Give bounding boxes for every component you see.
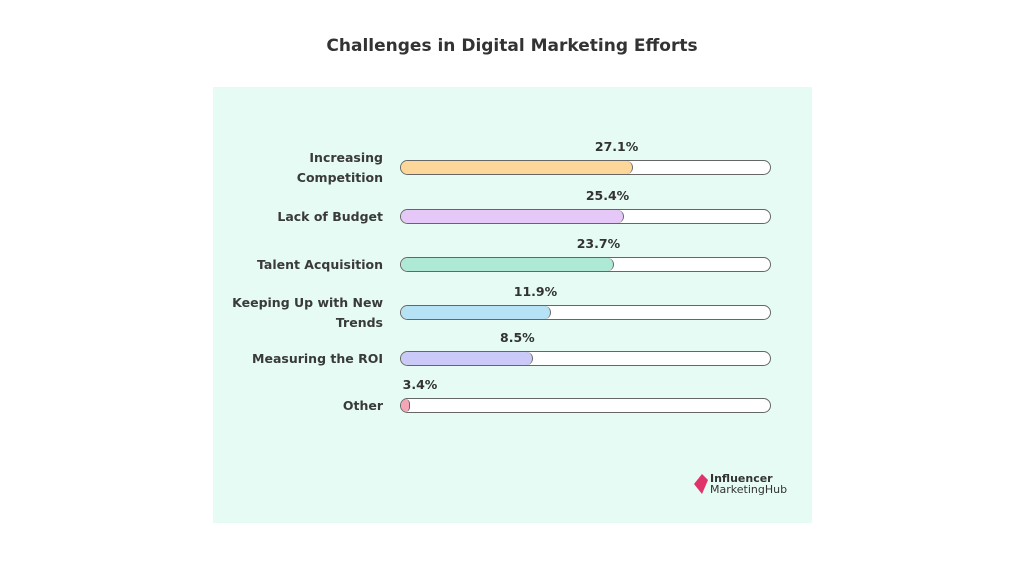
value-label: 11.9% bbox=[513, 284, 558, 299]
logo-icon bbox=[694, 474, 708, 494]
category-label-line: Increasing bbox=[309, 150, 383, 165]
category-label: Talent Acquisition bbox=[213, 255, 383, 275]
value-label: 25.4% bbox=[585, 188, 630, 203]
category-label: Measuring the ROI bbox=[213, 349, 383, 369]
category-label-line: Trends bbox=[335, 315, 383, 330]
influencer-marketing-hub-logo: Influencer MarketingHub bbox=[694, 473, 787, 495]
logo-line1: Influencer bbox=[710, 472, 773, 485]
bar-track bbox=[400, 351, 771, 366]
category-label: Increasing Competition bbox=[213, 148, 383, 188]
category-label-line: Other bbox=[342, 398, 383, 413]
bar-track bbox=[400, 257, 771, 272]
bar-track bbox=[400, 398, 771, 413]
value-label: 8.5% bbox=[499, 330, 535, 345]
bar bbox=[401, 306, 552, 319]
bar-track bbox=[400, 209, 771, 224]
category-label-line: Competition bbox=[296, 170, 383, 185]
value-label: 23.7% bbox=[576, 236, 621, 251]
value-label: 3.4% bbox=[402, 377, 438, 392]
value-label: 27.1% bbox=[594, 139, 639, 154]
category-label-line: Lack of Budget bbox=[277, 209, 383, 224]
bar bbox=[401, 258, 615, 271]
category-label-line: Measuring the ROI bbox=[252, 351, 383, 366]
bar-track bbox=[400, 160, 771, 175]
bar-track bbox=[400, 305, 771, 320]
logo-line2: MarketingHub bbox=[710, 483, 788, 496]
bar bbox=[401, 399, 410, 412]
category-label: Keeping Up with New Trends bbox=[213, 293, 383, 333]
category-label-line: Talent Acquisition bbox=[256, 257, 383, 272]
chart-title: Challenges in Digital Marketing Efforts bbox=[326, 36, 698, 56]
bar bbox=[401, 161, 633, 174]
bar bbox=[401, 352, 534, 365]
category-label-line: Keeping Up with New bbox=[232, 295, 383, 310]
category-label: Other bbox=[213, 396, 383, 416]
category-label: Lack of Budget bbox=[213, 207, 383, 227]
bar bbox=[401, 210, 624, 223]
